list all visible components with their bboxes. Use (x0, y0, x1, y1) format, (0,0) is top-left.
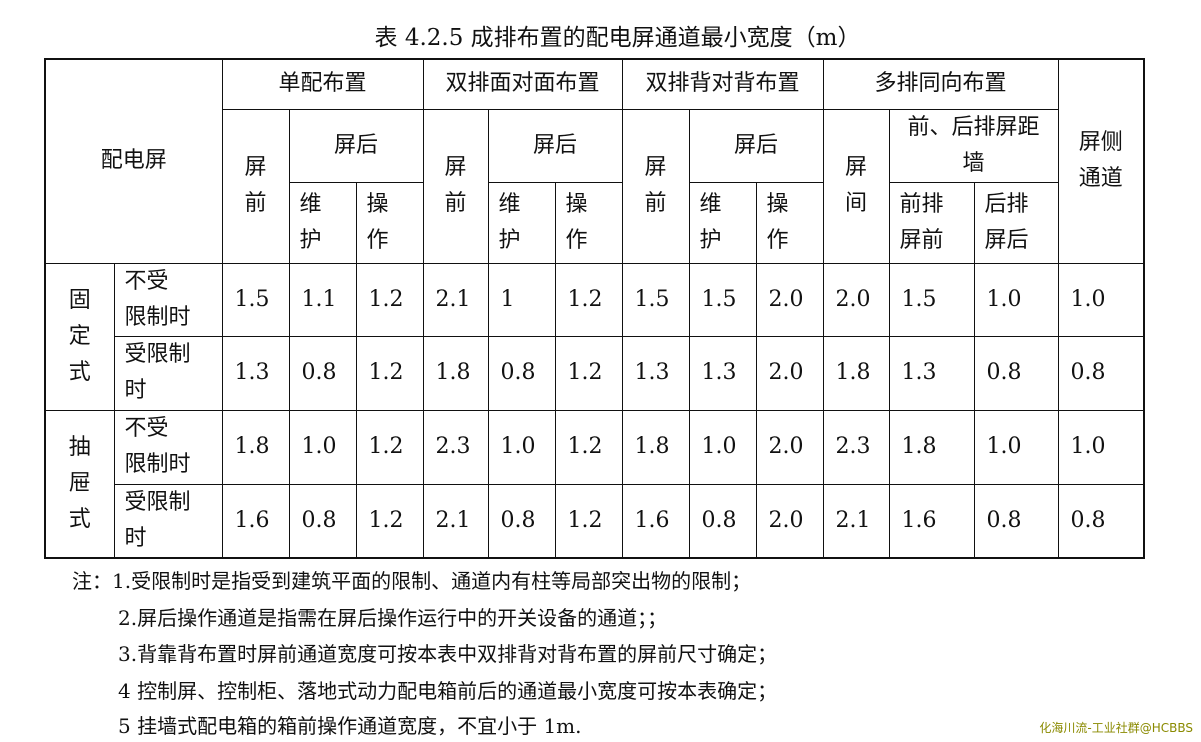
header-corner: 配电屏 (44, 58, 223, 264)
header-screen-between: 屏 间 (822, 108, 890, 264)
value-cell: 1.0 (288, 409, 357, 485)
distribution-panel-passage-width-table: 配电屏 单配布置 双排面对面布置 双排背对背布置 多排同向布置 屏侧 通道 屏 … (44, 58, 1146, 559)
row-condition: 受限制 时 (113, 335, 223, 411)
value-cell: 1.8 (822, 335, 890, 411)
value-cell: 1.5 (621, 262, 690, 337)
note-line: 注：1.受限制时是指受到建筑平面的限制、通道内有柱等局部突出物的限制； (72, 569, 752, 593)
header-front-row-front: 前排 屏前 (888, 181, 975, 264)
value-cell: 1.5 (221, 262, 290, 337)
value-cell: 2.0 (822, 262, 890, 337)
watermark: 化海川流-工业社群@HCBBS (1039, 721, 1193, 735)
note-line: 3.背靠背布置时屏前通道宽度可按本表中双排背对背布置的屏前尺寸确定； (118, 642, 778, 666)
value-cell: 0.8 (487, 483, 556, 559)
header-screen-front: 屏 前 (621, 108, 690, 264)
header-group: 单配布置 (221, 58, 424, 110)
row-condition: 受限制 时 (113, 483, 223, 559)
header-maintain: 维 护 (688, 181, 757, 264)
header-maintain: 维 护 (487, 181, 556, 264)
value-cell: 1.0 (487, 409, 556, 485)
value-cell: 1.3 (888, 335, 975, 411)
value-cell: 1.3 (221, 335, 290, 411)
table-row: 受限制 时 1.6 0.8 1.2 2.1 0.8 1.2 1.6 0.8 2.0 2.1 1.6 0.… (45, 483, 1145, 559)
value-cell: 0.8 (1057, 483, 1145, 559)
header-group: 多排同向布置 (822, 58, 1059, 110)
table-row: 固 定 式不受 限制时 1.5 1.1 1.2 2.1 1 1.2 1.5 1.5 2.0 2.0 1… (44, 262, 1145, 411)
value-cell: 0.8 (973, 483, 1059, 559)
value-cell: 2.0 (755, 262, 824, 337)
value-cell: 1.2 (554, 262, 623, 337)
table-title: 表 4.2.5 成排布置的配电屏通道最小宽度（m） (374, 25, 861, 51)
table-row: 抽 屉 式不受 限制时 1.8 1.0 1.2 2.3 1.0 1.2 1.8 1.0 2.0 2.… (44, 409, 1145, 559)
value-cell: 1.0 (1057, 409, 1145, 485)
value-cell: 1.2 (554, 335, 623, 411)
value-cell: 2.0 (755, 335, 824, 411)
value-cell: 1.6 (221, 483, 290, 559)
value-cell: 1.0 (688, 409, 757, 485)
value-cell: 0.8 (487, 335, 556, 411)
value-cell: 1.0 (973, 262, 1059, 337)
value-cell: 1.5 (688, 262, 757, 337)
header-side-passage: 屏侧 通道 (1057, 58, 1145, 264)
note-line: 2.屏后操作通道是指需在屏后操作运行中的开关设备的通道；； (118, 606, 668, 630)
note-line: 4 控制屏、控制柜、落地式动力配电箱前后的通道最小宽度可按本表确定； (118, 679, 778, 703)
value-cell: 1.1 (288, 262, 357, 337)
value-cell: 2.0 (755, 409, 824, 485)
header-group: 双排背对背布置 (621, 58, 824, 110)
row-condition: 不受 限制时 (113, 262, 223, 337)
value-cell: 1.8 (221, 409, 290, 485)
value-cell: 1.6 (888, 483, 975, 559)
value-cell: 1.6 (621, 483, 690, 559)
value-cell: 2.1 (422, 262, 489, 337)
value-cell: 1.0 (1057, 262, 1145, 337)
row-condition: 不受 限制时 (113, 409, 223, 485)
value-cell: 1.3 (688, 335, 757, 411)
value-cell: 1.0 (973, 409, 1059, 485)
value-cell: 0.8 (288, 483, 357, 559)
value-cell: 0.8 (688, 483, 757, 559)
header-screen-back: 屏后 (288, 108, 424, 183)
value-cell: 1.3 (621, 335, 690, 411)
value-cell: 1.8 (621, 409, 690, 485)
value-cell: 1.2 (554, 409, 623, 485)
value-cell: 2.0 (755, 483, 824, 559)
value-cell: 0.8 (1057, 335, 1145, 411)
value-cell: 2.1 (822, 483, 890, 559)
header-screen-front: 屏 前 (422, 108, 489, 264)
header-front-back-distance: 前、后排屏距 墙 (888, 108, 1059, 183)
value-cell: 1.2 (355, 409, 424, 485)
header-operate: 操 作 (355, 181, 424, 264)
value-cell: 1.2 (355, 483, 424, 559)
value-cell: 1 (487, 262, 556, 337)
header-operate: 操 作 (755, 181, 824, 264)
value-cell: 1.8 (422, 335, 489, 411)
header-screen-back: 屏后 (688, 108, 824, 183)
header-maintain: 维 护 (288, 181, 357, 264)
header-screen-front: 屏 前 (221, 108, 290, 264)
table-row: 受限制 时 1.3 0.8 1.2 1.8 0.8 1.2 1.3 1.3 2.0 1.8 1.3 0.… (45, 335, 1145, 411)
value-cell: 1.2 (355, 335, 424, 411)
value-cell: 2.3 (422, 409, 489, 485)
value-cell: 1.5 (888, 262, 975, 337)
value-cell: 2.3 (822, 409, 890, 485)
header-screen-back: 屏后 (487, 108, 623, 183)
value-cell: 1.2 (355, 262, 424, 337)
value-cell: 1.2 (554, 483, 623, 559)
note-line: 5 挂墙式配电箱的箱前操作通道宽度，不宜小于 1m. (118, 714, 582, 738)
value-cell: 2.1 (422, 483, 489, 559)
value-cell: 0.8 (288, 335, 357, 411)
value-cell: 0.8 (973, 335, 1059, 411)
row-type: 固 定 式 (44, 262, 115, 411)
header-operate: 操 作 (554, 181, 623, 264)
value-cell: 1.8 (888, 409, 975, 485)
header-back-row-back: 后排 屏后 (973, 181, 1059, 264)
header-group: 双排面对面布置 (422, 58, 623, 110)
row-type: 抽 屉 式 (44, 409, 115, 559)
